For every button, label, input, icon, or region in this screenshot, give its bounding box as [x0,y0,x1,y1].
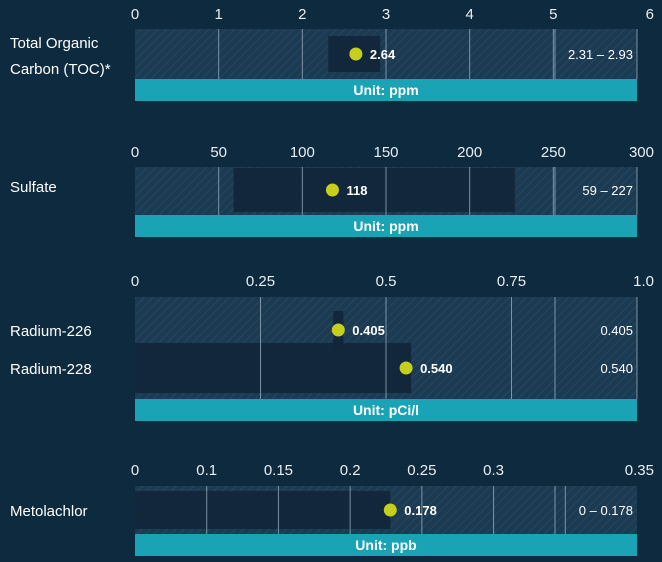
data-point [325,183,339,197]
tick-label: 0.25 [407,462,436,479]
tick-label: 0.3 [483,462,504,479]
tick-label: 0.35 [625,462,654,479]
data-point [331,323,345,337]
unit-bar [135,215,637,237]
data-point [383,503,397,517]
row-label: Radium-226 [10,323,92,340]
tick-label: 0 [131,144,139,161]
tick-label: 50 [210,144,227,161]
range-band [135,343,412,393]
chart-panel-3: 0 0.1 0.15 0.2 0.25 0.3 0.35 0.178 0 – 0.178 Meto… [10,462,654,556]
tick-label: 0.5 [376,273,397,290]
tick-label: 200 [457,144,482,161]
tick-label: 0.2 [340,462,361,479]
value-label: 118 [346,183,367,198]
chart-panel-0: 0 1 2 3 4 5 6 2.64 2.31 – 2.93 Total Organic Carbo… [10,6,654,101]
range-label: 0.405 [600,323,633,338]
row-label: Radium-228 [10,361,92,378]
tick-label: 150 [373,144,398,161]
unit-bar [135,79,637,101]
tick-label: 5 [549,6,557,23]
data-point [349,47,363,61]
range-band [233,168,515,212]
range-label: 2.31 – 2.93 [568,47,633,62]
range-label: 0 – 0.178 [579,503,633,518]
value-label: 2.64 [370,47,396,62]
unit-label: Unit: ppm [353,82,418,98]
unit-bar [135,399,637,421]
tick-label: 0 [131,273,139,290]
value-label: 0.405 [352,323,385,338]
tick-label: 6 [646,6,654,23]
tick-label: 0.1 [196,462,217,479]
tick-label: 3 [382,6,390,23]
tick-label: 0.25 [246,273,275,290]
row-label: Carbon (TOC)* [10,61,111,78]
tick-label: 1 [214,6,222,23]
tick-label: 300 [629,144,654,161]
tick-label: 2 [298,6,306,23]
unit-bar [135,534,637,556]
row-label: Total Organic [10,35,99,52]
range-label: 0.540 [600,361,633,376]
row-label: Sulfate [10,179,57,196]
chart-panel-1: 0 50 100 150 200 250 300 118 59 – 227 Sulfate Unit… [10,144,654,237]
unit-label: Unit: ppm [353,218,418,234]
unit-label: Unit: ppb [355,537,416,553]
chart-panel-2: 0 0.25 0.5 0.75 1.0 0.405 0.405 Radium-226 0.540… [10,273,654,421]
range-band [135,491,391,529]
tick-label: 0 [131,462,139,479]
tick-label: 0.15 [264,462,293,479]
tick-label: 4 [465,6,473,23]
tick-label: 1.0 [633,273,654,290]
value-label: 0.540 [420,361,453,376]
tick-label: 250 [541,144,566,161]
tick-label: 0 [131,6,139,23]
data-point [399,361,413,375]
range-label: 59 – 227 [582,183,633,198]
row-label: Metolachlor [10,503,88,520]
value-label: 0.178 [404,503,437,518]
tick-label: 0.75 [497,273,526,290]
tick-label: 100 [290,144,315,161]
unit-label: Unit: pCi/l [353,402,419,418]
